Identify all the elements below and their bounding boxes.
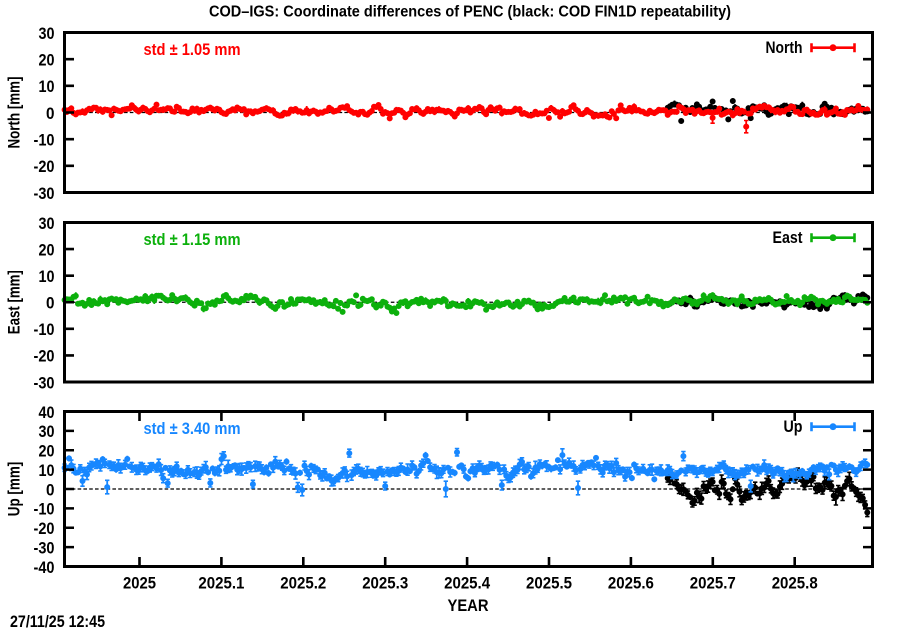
svg-text:-10: -10 (34, 320, 55, 339)
svg-text:-10: -10 (34, 130, 55, 149)
svg-text:20: 20 (39, 442, 55, 461)
svg-text:COD–IGS: Coordinate difference: COD–IGS: Coordinate differences of PENC … (209, 4, 731, 21)
svg-text:2025: 2025 (123, 574, 156, 593)
svg-text:-30: -30 (34, 373, 55, 392)
svg-text:30: 30 (39, 214, 55, 233)
svg-text:2025.6: 2025.6 (608, 574, 654, 593)
svg-text:2025.2: 2025.2 (280, 574, 326, 593)
svg-text:-30: -30 (34, 538, 55, 557)
svg-text:2025.3: 2025.3 (362, 574, 408, 593)
svg-text:2025.5: 2025.5 (526, 574, 572, 593)
svg-text:YEAR: YEAR (448, 596, 489, 615)
svg-text:-30: -30 (34, 184, 55, 203)
svg-text:2025.4: 2025.4 (444, 574, 490, 593)
svg-text:0: 0 (46, 480, 55, 499)
svg-text:10: 10 (39, 267, 55, 286)
svg-text:2025.7: 2025.7 (690, 574, 736, 593)
svg-text:40: 40 (39, 403, 55, 422)
svg-text:0: 0 (46, 104, 55, 123)
svg-text:10: 10 (39, 461, 55, 480)
svg-text:North [mm]: North [mm] (5, 77, 24, 149)
svg-text:Up: Up (784, 417, 803, 436)
svg-text:20: 20 (39, 50, 55, 69)
svg-text:20: 20 (39, 240, 55, 259)
svg-text:Up [mm]: Up [mm] (5, 462, 24, 517)
svg-text:2025.8: 2025.8 (772, 574, 818, 593)
svg-text:0: 0 (46, 294, 55, 313)
svg-text:-20: -20 (34, 157, 55, 176)
svg-text:30: 30 (39, 422, 55, 441)
svg-text:-10: -10 (34, 500, 55, 519)
svg-text:27/11/25 12:45: 27/11/25 12:45 (10, 612, 105, 630)
svg-text:North: North (766, 38, 803, 57)
svg-text:10: 10 (39, 77, 55, 96)
svg-text:East: East (773, 228, 803, 247)
svg-text:30: 30 (39, 24, 55, 43)
svg-text:std ± 3.40 mm: std ± 3.40 mm (144, 419, 241, 438)
svg-text:-20: -20 (34, 519, 55, 538)
svg-text:std ± 1.05 mm: std ± 1.05 mm (144, 40, 241, 59)
svg-text:-20: -20 (34, 347, 55, 366)
svg-text:2025.1: 2025.1 (198, 574, 244, 593)
svg-text:East [mm]: East [mm] (5, 270, 24, 334)
svg-text:-40: -40 (34, 558, 55, 577)
svg-text:std ± 1.15 mm: std ± 1.15 mm (144, 230, 241, 249)
